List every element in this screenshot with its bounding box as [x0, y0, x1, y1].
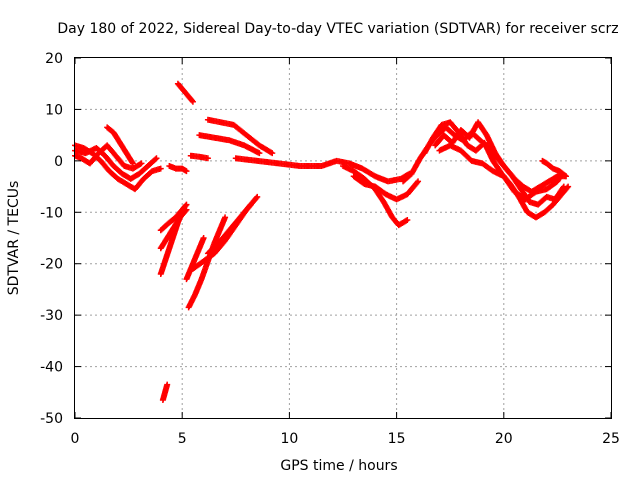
data-point: [157, 165, 164, 172]
data-point: [204, 155, 211, 162]
y-tick-label: -10: [40, 205, 63, 221]
data-point: [200, 235, 207, 241]
data-point: [183, 206, 190, 213]
data-point: [246, 202, 253, 209]
axis-ticks: [74, 57, 612, 419]
data-point: [415, 178, 422, 185]
x-tick-label: 10: [280, 431, 298, 447]
data-point: [562, 173, 569, 180]
y-tick-label: -20: [40, 257, 63, 273]
x-axis-label: GPS time / hours: [280, 458, 397, 474]
chart-title: Day 180 of 2022, Sidereal Day-to-day VTE…: [57, 21, 618, 37]
data-point: [247, 201, 254, 208]
data-point: [182, 202, 189, 209]
x-tick-label: 15: [388, 431, 406, 447]
data-point: [138, 160, 145, 167]
x-tick-label: 25: [602, 431, 620, 447]
data-point: [560, 184, 567, 191]
data-point: [182, 207, 189, 214]
x-tick-label: 0: [71, 431, 80, 447]
data-point: [254, 193, 261, 200]
data-point: [189, 98, 196, 105]
data-point: [256, 150, 263, 157]
y-tick-label: 0: [54, 154, 63, 170]
y-tick-label: -40: [40, 360, 63, 376]
data-points: [72, 80, 572, 403]
data-point: [561, 172, 568, 179]
data-point: [164, 381, 171, 388]
data-point: [222, 214, 229, 221]
data-point: [152, 156, 159, 163]
x-tick-labels: 0 5 10 15 20 25: [71, 431, 620, 447]
plot-frame: [74, 57, 612, 419]
y-tick-label: 20: [45, 51, 63, 67]
x-tick-label: 20: [495, 431, 513, 447]
data-point: [404, 217, 411, 223]
data-point: [414, 179, 421, 186]
x-tick-label: 5: [178, 431, 187, 447]
data-point: [253, 194, 260, 201]
data-point: [183, 168, 190, 175]
y-axis-label: SDTVAR / TECUs: [6, 181, 22, 296]
data-point: [153, 155, 160, 162]
data-point: [129, 160, 136, 167]
data-point: [183, 201, 190, 208]
y-tick-labels: -50 -40 -30 -20 -10 0 10 20: [40, 51, 63, 427]
gridlines: [75, 58, 611, 418]
data-point: [189, 97, 196, 104]
y-tick-label: 10: [45, 102, 63, 118]
data-point: [560, 183, 567, 190]
data-point: [269, 150, 276, 157]
y-tick-label: -30: [40, 308, 63, 324]
y-tick-label: -50: [40, 411, 63, 427]
